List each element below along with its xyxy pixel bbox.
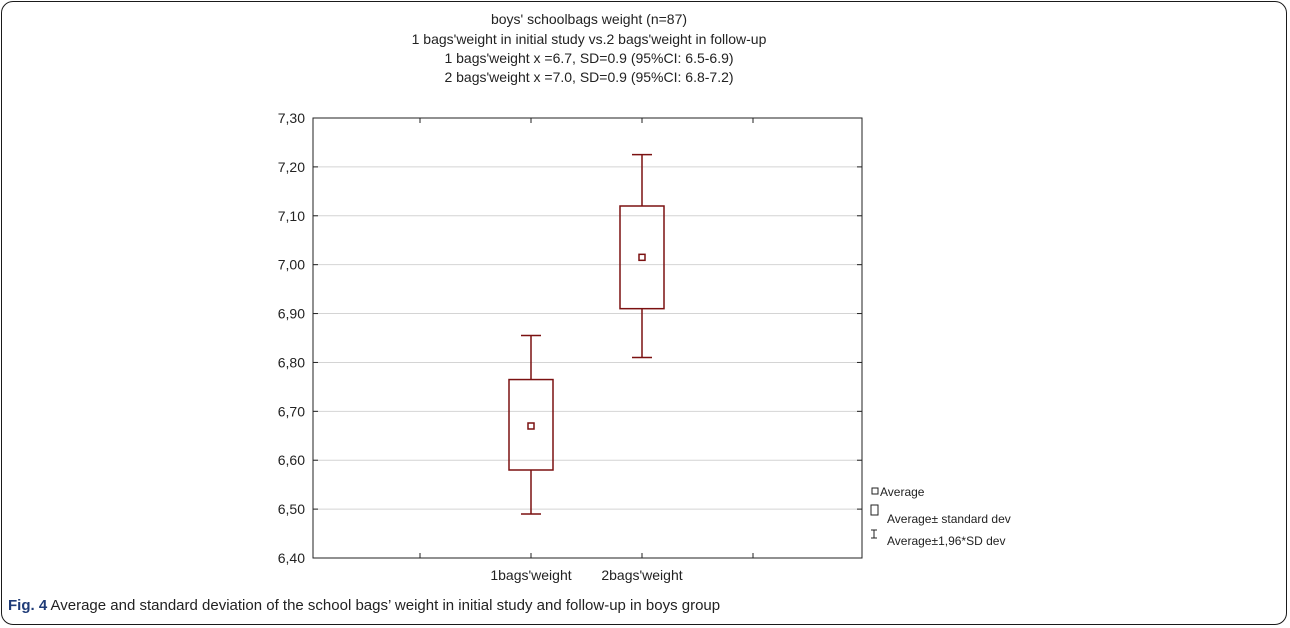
figure-caption: Fig. 4 Average and standard deviation of…	[8, 597, 720, 614]
y-tick-label: 7,30	[278, 110, 305, 126]
chart-title-line-1: boys' schoolbags weight (n=87)	[491, 11, 687, 27]
y-tick-label: 7,20	[278, 159, 305, 175]
y-tick-label: 7,00	[278, 257, 305, 273]
plot-frame	[312, 117, 863, 559]
sd-box	[508, 378, 554, 471]
y-tick-label: 7,10	[278, 208, 305, 224]
box-plot-chart: boys' schoolbags weight (n=87) 1 bags'wei…	[278, 11, 1011, 583]
y-tick-label: 6,90	[278, 306, 305, 322]
caption-label: Fig. 4	[8, 597, 48, 614]
x-tick-label: 2bags'weight	[601, 567, 682, 583]
legend-sd-symbol	[870, 504, 879, 516]
legend-whisker-label: Average±1,96*SD dev	[887, 534, 1005, 548]
legend-average-symbol	[871, 487, 879, 495]
chart-title-line-4: 2 bags'weight x =7.0, SD=0.9 (95%CI: 6.8…	[444, 69, 733, 85]
y-tick-label: 6,40	[278, 550, 305, 566]
y-tick-label: 6,80	[278, 354, 305, 370]
legend-sd-label: Average± standard dev	[887, 512, 1011, 526]
caption-text: Average and standard deviation of the sc…	[47, 597, 721, 614]
legend-average-label: Average	[880, 485, 925, 499]
y-tick-label: 6,50	[278, 501, 305, 517]
chart-title-line-3: 1 bags'weight x =6.7, SD=0.9 (95%CI: 6.5…	[444, 50, 733, 66]
x-tick-label: 1bags'weight	[490, 567, 571, 583]
y-tick-label: 6,60	[278, 452, 305, 468]
mean-marker	[527, 422, 535, 430]
sd-box	[619, 205, 665, 310]
chart-title-line-2: 1 bags'weight in initial study vs.2 bags…	[412, 31, 767, 47]
mean-marker	[638, 253, 646, 262]
y-tick-label: 6,70	[278, 403, 305, 419]
